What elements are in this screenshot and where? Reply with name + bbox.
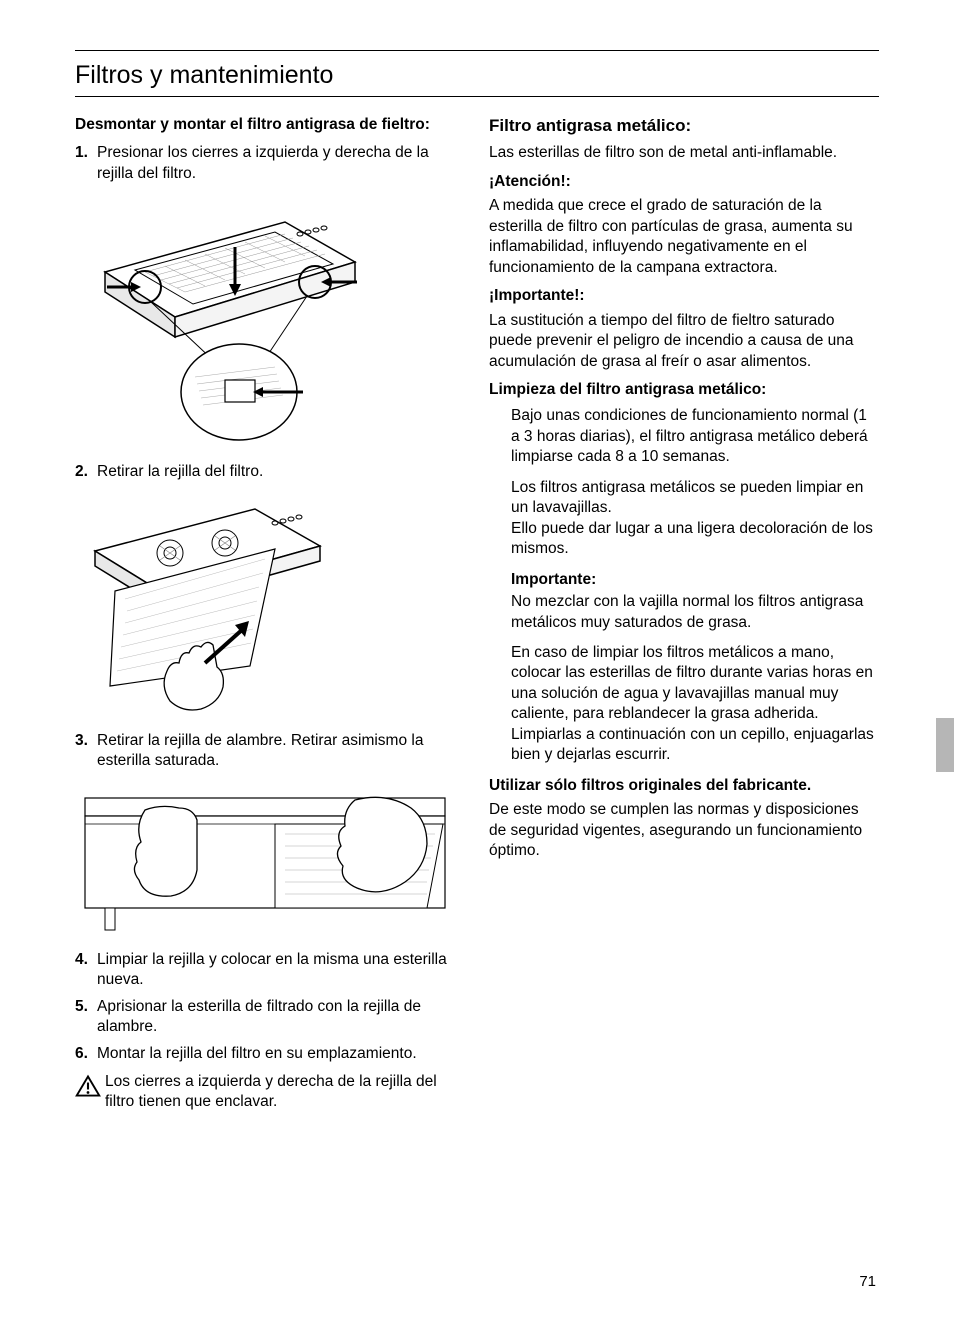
r-b1-block: Bajo unas condiciones de funcionamiento …: [489, 406, 879, 467]
r-b2-block: Los filtros antigrasa metálicos se puede…: [489, 478, 879, 560]
step-6: 6. Montar la rejilla del filtro en su em…: [75, 1044, 465, 1064]
r-p6: De este modo se cumplen las normas y dis…: [489, 800, 879, 861]
r-b3: No mezclar con la vajilla normal los fil…: [511, 593, 863, 630]
r-h1: Filtro antigrasa metálico:: [489, 115, 879, 137]
step-number: 5.: [75, 997, 97, 1038]
step-text: Aprisionar la esterilla de filtrado con …: [97, 997, 465, 1038]
step-text: Limpiar la rejilla y colocar en la misma…: [97, 950, 465, 991]
warning-text: Los cierres a izquierda y derecha de la …: [105, 1072, 465, 1113]
step-2: 2. Retirar la rejilla del filtro.: [75, 462, 465, 482]
figure-1: [75, 192, 465, 452]
step-text: Presionar los cierres a izquierda y dere…: [97, 143, 465, 184]
r-b2a: Los filtros antigrasa metálicos se puede…: [511, 479, 863, 516]
figure-2: [75, 491, 465, 721]
r-b4-block: En caso de limpiar los filtros metálicos…: [489, 643, 879, 766]
right-column: Filtro antigrasa metálico: Las esterilla…: [489, 115, 879, 1113]
columns: Desmontar y montar el filtro antigrasa d…: [75, 115, 879, 1113]
r-h6: Utilizar sólo filtros originales del fab…: [489, 776, 879, 796]
warning-icon: [75, 1074, 101, 1098]
left-heading: Desmontar y montar el filtro antigrasa d…: [75, 115, 465, 135]
r-p1: Las esterillas de filtro son de metal an…: [489, 143, 879, 163]
r-h3: ¡Importante!:: [489, 286, 879, 306]
rule-top: [75, 50, 879, 51]
step-5: 5. Aprisionar la esterilla de filtrado c…: [75, 997, 465, 1038]
step-4: 4. Limpiar la rejilla y colocar en la mi…: [75, 950, 465, 991]
page-container: Filtros y mantenimiento Desmontar y mont…: [0, 0, 954, 1326]
r-p2: A medida que crece el grado de saturació…: [489, 196, 879, 278]
step-text: Retirar la rejilla del filtro.: [97, 462, 465, 482]
warning-line: Los cierres a izquierda y derecha de la …: [75, 1072, 465, 1113]
r-b4: En caso de limpiar los filtros metálicos…: [511, 644, 874, 763]
step-3: 3. Retirar la rejilla de alambre. Retira…: [75, 731, 465, 772]
page-number: 71: [859, 1273, 876, 1290]
figure-3: [75, 780, 465, 940]
steps-list-3: 3. Retirar la rejilla de alambre. Retira…: [75, 731, 465, 772]
step-1: 1. Presionar los cierres a izquierda y d…: [75, 143, 465, 184]
page-title: Filtros y mantenimiento: [75, 57, 879, 96]
left-column: Desmontar y montar el filtro antigrasa d…: [75, 115, 465, 1113]
step-number: 6.: [75, 1044, 97, 1064]
r-h4: Limpieza del filtro antigrasa metálico:: [489, 380, 879, 400]
step-number: 1.: [75, 143, 97, 184]
step-text: Retirar la rejilla de alambre. Retirar a…: [97, 731, 465, 772]
step-number: 3.: [75, 731, 97, 772]
rule-bottom: [75, 96, 879, 97]
r-b1: Bajo unas condiciones de funcionamiento …: [511, 407, 868, 465]
r-h2: ¡Atención!:: [489, 172, 879, 192]
r-p3: La sustitución a tiempo del filtro de fi…: [489, 311, 879, 372]
r-b3-block: No mezclar con la vajilla normal los fil…: [489, 592, 879, 633]
r-b2b: Ello puede dar lugar a una ligera decolo…: [511, 520, 873, 557]
step-number: 2.: [75, 462, 97, 482]
steps-list: 1. Presionar los cierres a izquierda y d…: [75, 143, 465, 184]
step-text: Montar la rejilla del filtro en su empla…: [97, 1044, 465, 1064]
step-number: 4.: [75, 950, 97, 991]
steps-list-4: 4. Limpiar la rejilla y colocar en la mi…: [75, 950, 465, 1064]
steps-list-2: 2. Retirar la rejilla del filtro.: [75, 462, 465, 482]
r-h5: Importante:: [489, 570, 879, 590]
